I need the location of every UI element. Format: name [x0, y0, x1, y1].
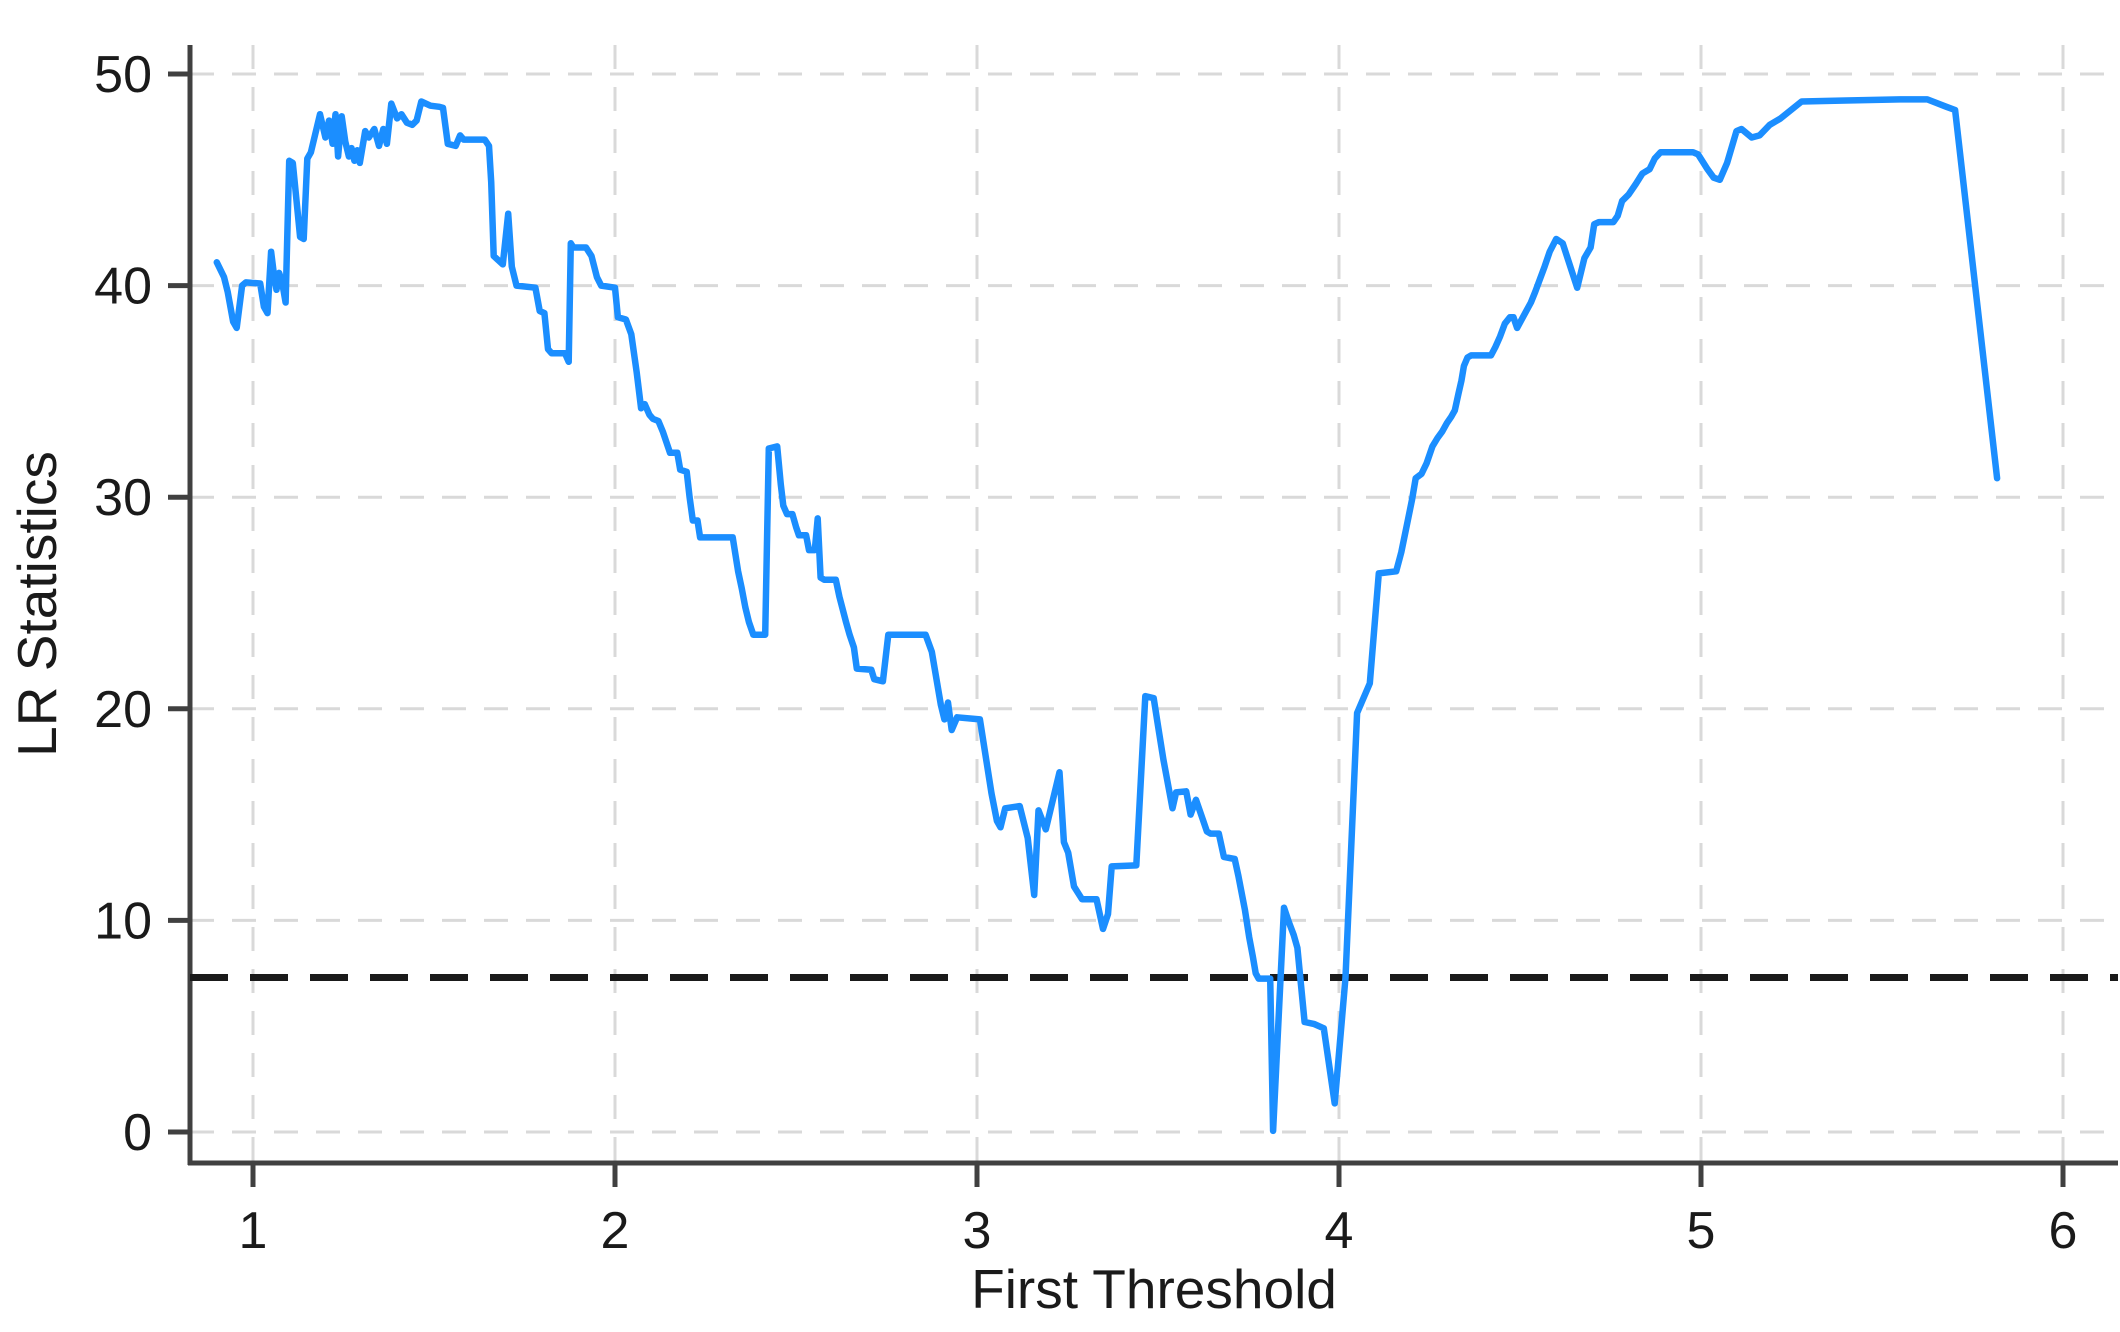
x-tick-label-3: 3 [963, 1202, 992, 1260]
x-tick-label-6: 6 [2049, 1202, 2078, 1260]
tick-marks [168, 71, 2066, 1187]
x-tick-label-2: 2 [601, 1202, 630, 1260]
y-tick-label-20: 20 [94, 681, 152, 739]
y-tick-label-0: 0 [123, 1104, 152, 1162]
y-tick-label-50: 50 [94, 46, 152, 104]
gridlines [190, 45, 2118, 1163]
lr-series-line [213, 96, 2001, 1135]
y-tick-labels: 0 10 20 30 40 50 [94, 46, 152, 1162]
x-tick-labels: 1 2 3 4 5 6 [239, 1202, 2078, 1260]
axes [187, 45, 2118, 1166]
y-tick-label-10: 10 [94, 892, 152, 950]
x-tick-label-1: 1 [239, 1202, 268, 1260]
x-axis-title: First Threshold [971, 1258, 1337, 1320]
x-tick-label-4: 4 [1325, 1202, 1354, 1260]
y-tick-label-40: 40 [94, 258, 152, 316]
y-axis-title: LR Statistics [6, 451, 68, 757]
x-tick-label-5: 5 [1687, 1202, 1716, 1260]
y-tick-label-30: 30 [94, 469, 152, 527]
